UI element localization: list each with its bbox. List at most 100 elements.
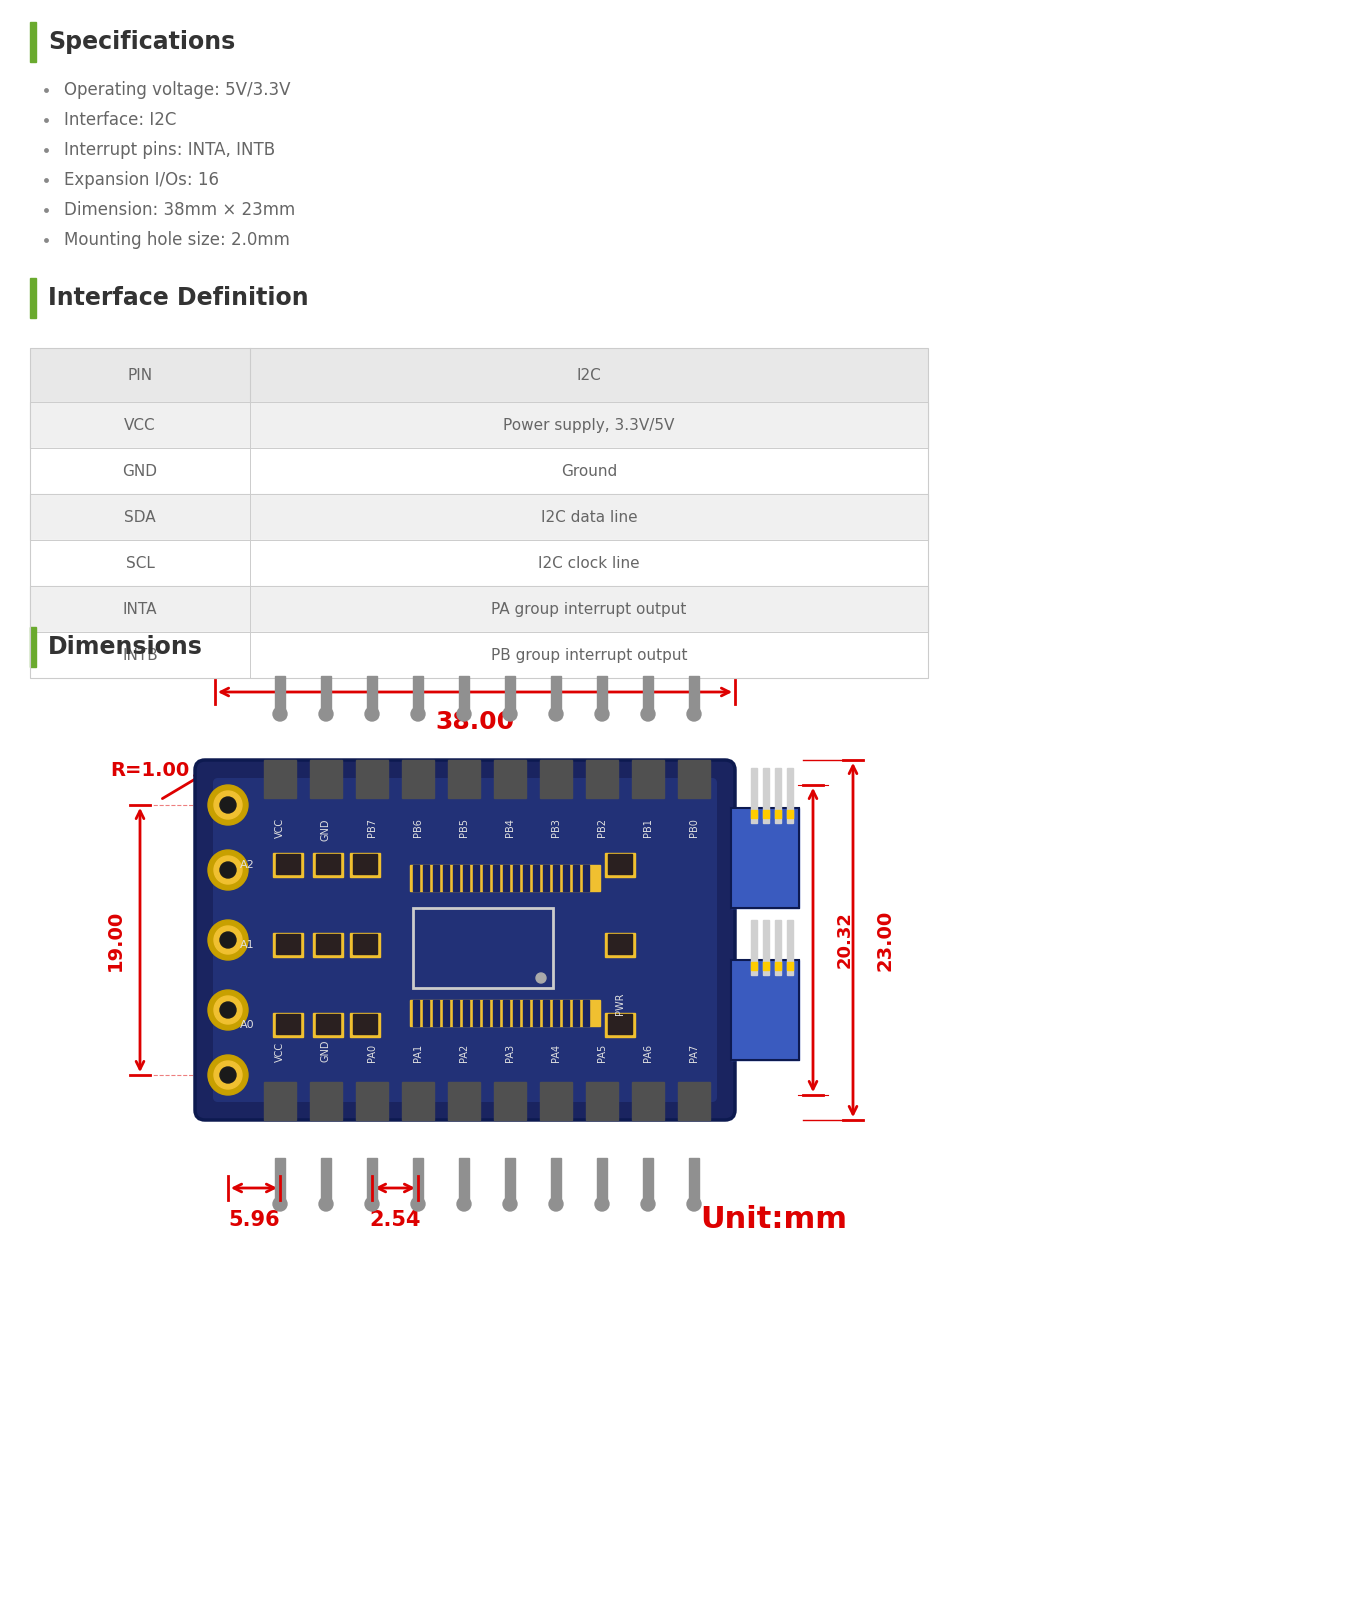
Bar <box>553 1001 559 1027</box>
Bar <box>316 1014 340 1035</box>
Circle shape <box>549 706 563 721</box>
Bar <box>606 853 636 877</box>
Circle shape <box>221 862 236 879</box>
Bar <box>689 1158 699 1200</box>
Bar <box>563 866 569 891</box>
Text: A2: A2 <box>240 859 255 870</box>
Bar <box>30 541 927 586</box>
Bar <box>312 1014 342 1036</box>
Text: INTB: INTB <box>122 647 158 663</box>
Bar <box>551 676 560 718</box>
Text: Mounting hole size: 2.0mm: Mounting hole size: 2.0mm <box>64 232 290 249</box>
Bar <box>786 809 793 817</box>
Bar <box>349 1014 379 1036</box>
Bar <box>495 759 526 798</box>
Bar <box>312 933 342 957</box>
Bar <box>459 1158 469 1200</box>
Circle shape <box>549 1197 563 1212</box>
Text: 23.00: 23.00 <box>875 909 895 970</box>
Circle shape <box>641 706 655 721</box>
Circle shape <box>214 856 242 883</box>
Bar <box>453 1001 459 1027</box>
Circle shape <box>221 932 236 948</box>
Bar <box>30 494 927 541</box>
Bar <box>751 809 758 817</box>
Circle shape <box>319 1197 333 1212</box>
Bar <box>410 866 600 891</box>
Bar <box>275 933 300 954</box>
Text: PB group interrupt output: PB group interrupt output <box>490 647 688 663</box>
Text: I2C clock line: I2C clock line <box>538 555 640 571</box>
Text: Interrupt pins: INTA, INTB: Interrupt pins: INTA, INTB <box>64 142 275 159</box>
Circle shape <box>411 1197 425 1212</box>
Bar <box>30 402 927 447</box>
Bar <box>533 866 538 891</box>
Bar <box>775 767 781 822</box>
Bar <box>606 933 636 957</box>
Bar <box>540 759 573 798</box>
Bar <box>643 1158 653 1200</box>
Circle shape <box>458 706 471 721</box>
Bar <box>401 759 434 798</box>
Bar <box>512 1001 519 1027</box>
Text: Ground: Ground <box>560 463 616 478</box>
Bar <box>412 676 423 718</box>
Bar <box>484 1001 489 1027</box>
Text: SDA: SDA <box>125 510 156 525</box>
Bar <box>433 866 438 891</box>
Bar <box>751 962 758 970</box>
FancyBboxPatch shape <box>212 779 717 1102</box>
Text: PA2: PA2 <box>459 1044 469 1062</box>
Bar <box>584 866 589 891</box>
Bar <box>751 920 758 975</box>
Bar <box>763 962 769 970</box>
Bar <box>453 866 459 891</box>
Text: I2C data line: I2C data line <box>541 510 637 525</box>
Text: PB7: PB7 <box>367 817 377 837</box>
Bar <box>443 1001 449 1027</box>
Bar <box>506 676 515 718</box>
Text: Operating voltage: 5V/3.3V: Operating voltage: 5V/3.3V <box>64 80 290 100</box>
Bar <box>775 962 781 970</box>
Bar <box>30 586 927 632</box>
Circle shape <box>364 706 379 721</box>
Bar <box>264 1081 296 1120</box>
Text: PB6: PB6 <box>412 817 423 837</box>
Circle shape <box>214 1060 242 1089</box>
Text: Dimension: 38mm × 23mm: Dimension: 38mm × 23mm <box>64 201 296 219</box>
Circle shape <box>221 796 236 813</box>
Bar <box>412 907 553 988</box>
Bar <box>30 628 36 668</box>
Bar <box>523 866 529 891</box>
Bar <box>543 866 549 891</box>
Text: 2.54: 2.54 <box>370 1210 421 1229</box>
Bar <box>678 1081 710 1120</box>
Text: GND: GND <box>321 817 332 840</box>
Circle shape <box>221 1002 236 1018</box>
Bar <box>321 1158 332 1200</box>
FancyBboxPatch shape <box>195 759 734 1120</box>
Bar <box>30 632 927 677</box>
Circle shape <box>686 706 701 721</box>
Text: PA3: PA3 <box>506 1044 515 1062</box>
Bar <box>367 1158 377 1200</box>
Circle shape <box>221 1067 236 1083</box>
Text: Expansion I/Os: 16: Expansion I/Os: 16 <box>64 171 219 188</box>
Text: SCL: SCL <box>126 555 155 571</box>
Bar <box>586 1081 618 1120</box>
Bar <box>275 1158 285 1200</box>
Bar <box>459 676 469 718</box>
Bar <box>573 866 580 891</box>
Bar <box>30 23 36 63</box>
Bar <box>412 866 419 891</box>
Circle shape <box>458 1197 471 1212</box>
Bar <box>356 759 388 798</box>
Circle shape <box>364 1197 379 1212</box>
Bar <box>786 767 793 822</box>
Circle shape <box>208 850 248 890</box>
Bar <box>356 1081 388 1120</box>
Circle shape <box>208 785 248 825</box>
Bar <box>264 759 296 798</box>
Bar <box>503 1001 510 1027</box>
Bar <box>786 920 793 975</box>
